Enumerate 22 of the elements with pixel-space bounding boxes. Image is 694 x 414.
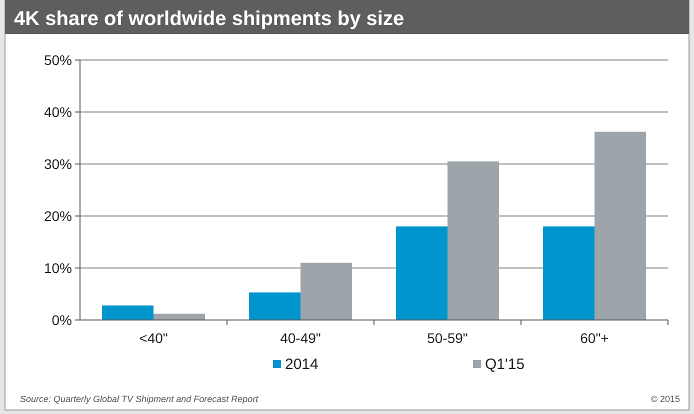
legend-label: 2014 <box>285 356 318 373</box>
bar <box>543 226 594 320</box>
y-tick-label: 40% <box>44 104 72 120</box>
bar <box>448 161 499 320</box>
x-tick-label: 60"+ <box>580 330 609 346</box>
x-tick-label: 50-59" <box>427 330 468 346</box>
source-note: Source: Quarterly Global TV Shipment and Forecast Report <box>20 394 259 404</box>
y-tick-label: 30% <box>44 156 72 172</box>
bar <box>300 262 352 320</box>
chart-title: 4K share of worldwide shipments by size <box>14 8 404 30</box>
x-tick-label: <40" <box>139 330 168 346</box>
text: © 2015 <box>650 394 680 404</box>
x-tick-label: 40-49" <box>280 330 321 346</box>
y-tick-label: 20% <box>44 208 72 224</box>
legend-label: Q1'15 <box>485 356 525 373</box>
bar <box>594 132 646 320</box>
y-tick-label: 50% <box>44 52 72 68</box>
y-tick-label: 10% <box>44 260 72 276</box>
y-tick-label: 0% <box>52 312 72 328</box>
bar <box>249 292 300 320</box>
bar <box>396 226 448 320</box>
bar <box>102 305 154 320</box>
